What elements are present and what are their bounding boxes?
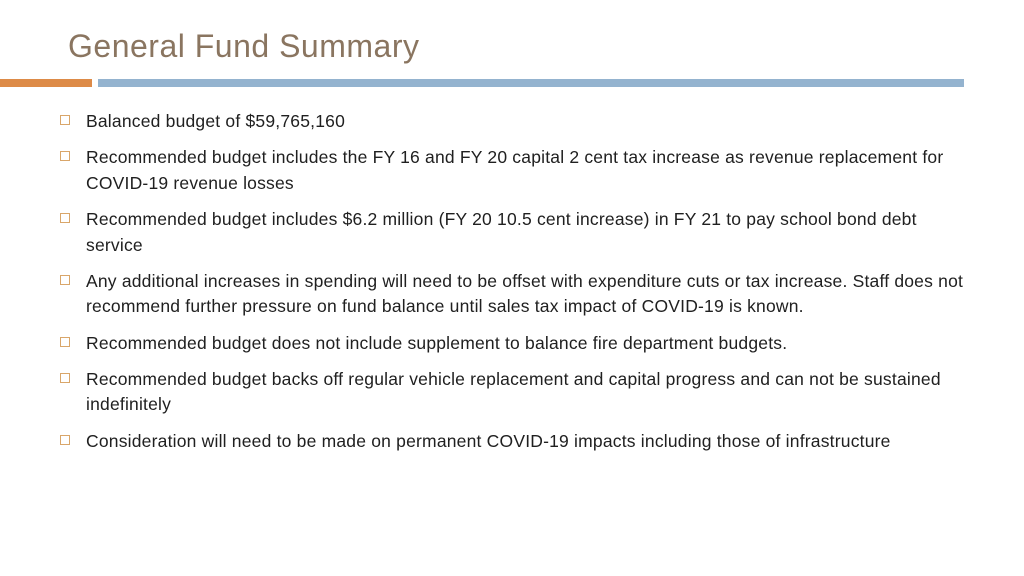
list-item: Consideration will need to be made on pe…: [60, 429, 964, 454]
bullet-square-icon: [60, 151, 70, 161]
bullet-text: Recommended budget includes $6.2 million…: [86, 209, 917, 254]
bullet-square-icon: [60, 373, 70, 383]
list-item: Recommended budget does not include supp…: [60, 331, 964, 356]
bullet-list: Balanced budget of $59,765,160 Recommend…: [60, 109, 964, 454]
bullet-text: Recommended budget includes the FY 16 an…: [86, 147, 943, 192]
list-item: Balanced budget of $59,765,160: [60, 109, 964, 134]
accent-orange: [0, 79, 92, 87]
bullet-text: Consideration will need to be made on pe…: [86, 431, 891, 451]
bullet-square-icon: [60, 115, 70, 125]
bullet-square-icon: [60, 275, 70, 285]
bullet-square-icon: [60, 213, 70, 223]
bullet-square-icon: [60, 435, 70, 445]
bullet-text: Recommended budget backs off regular veh…: [86, 369, 941, 414]
bullet-text: Any additional increases in spending wil…: [86, 271, 963, 316]
accent-blue: [98, 79, 964, 87]
list-item: Recommended budget backs off regular veh…: [60, 367, 964, 418]
list-item: Recommended budget includes the FY 16 an…: [60, 145, 964, 196]
bullet-text: Balanced budget of $59,765,160: [86, 111, 345, 131]
bullet-square-icon: [60, 337, 70, 347]
bullet-text: Recommended budget does not include supp…: [86, 333, 787, 353]
slide-title: General Fund Summary: [60, 28, 964, 65]
accent-bar: [0, 79, 964, 87]
list-item: Recommended budget includes $6.2 million…: [60, 207, 964, 258]
list-item: Any additional increases in spending wil…: [60, 269, 964, 320]
slide: General Fund Summary Balanced budget of …: [0, 0, 1024, 576]
